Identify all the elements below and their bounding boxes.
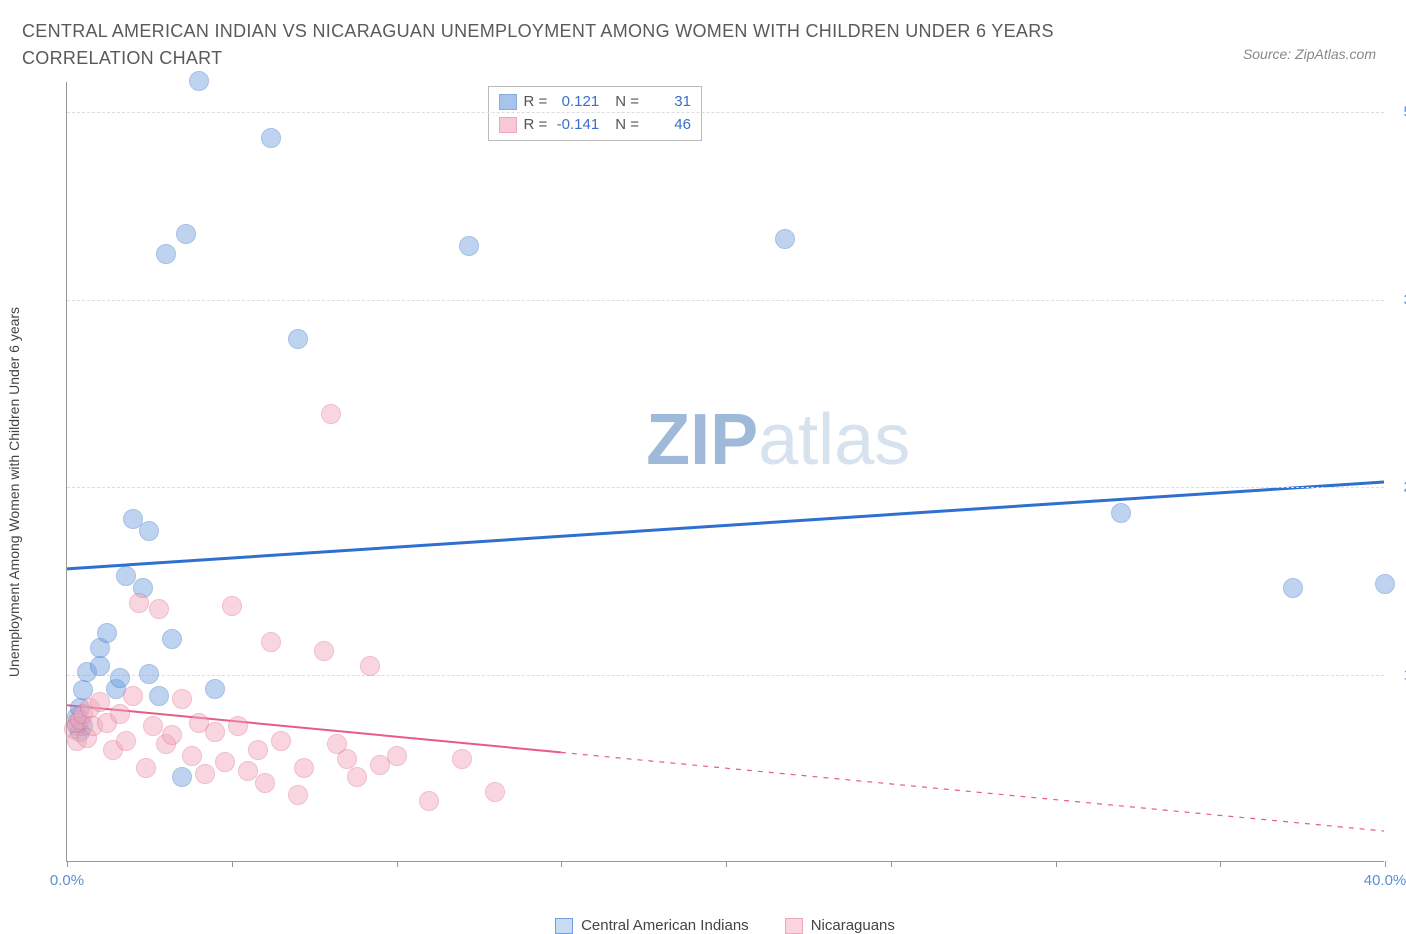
- data-point: [452, 749, 472, 769]
- data-point: [1283, 578, 1303, 598]
- data-point: [360, 656, 380, 676]
- x-tick-label: 0.0%: [50, 872, 84, 889]
- data-point: [90, 692, 110, 712]
- data-point: [321, 404, 341, 424]
- data-point: [419, 791, 439, 811]
- data-point: [775, 229, 795, 249]
- x-tick-label: 40.0%: [1364, 872, 1406, 889]
- data-point: [314, 641, 334, 661]
- x-tick: [397, 861, 398, 867]
- series-legend-item: Nicaraguans: [785, 917, 895, 934]
- data-point: [139, 521, 159, 541]
- legend-n-value: 31: [645, 91, 691, 114]
- gridline: [67, 675, 1384, 676]
- x-tick: [561, 861, 562, 867]
- gridline: [67, 487, 1384, 488]
- data-point: [139, 664, 159, 684]
- x-tick: [891, 861, 892, 867]
- series-legend-label: Nicaraguans: [811, 917, 895, 934]
- data-point: [149, 686, 169, 706]
- data-point: [90, 656, 110, 676]
- data-point: [143, 716, 163, 736]
- legend-swatch: [555, 918, 573, 934]
- data-point: [176, 224, 196, 244]
- data-point: [485, 782, 505, 802]
- data-point: [123, 686, 143, 706]
- source-attribution: Source: ZipAtlas.com: [1243, 46, 1376, 62]
- legend-r-label: R =: [523, 114, 547, 137]
- data-point: [182, 746, 202, 766]
- data-point: [97, 623, 117, 643]
- data-point: [205, 679, 225, 699]
- legend-swatch: [499, 117, 517, 133]
- data-point: [172, 767, 192, 787]
- data-point: [162, 725, 182, 745]
- data-point: [215, 752, 235, 772]
- x-tick: [726, 861, 727, 867]
- data-point: [337, 749, 357, 769]
- data-point: [149, 599, 169, 619]
- x-tick: [1220, 861, 1221, 867]
- data-point: [261, 128, 281, 148]
- series-legend-label: Central American Indians: [581, 917, 749, 934]
- data-point: [459, 236, 479, 256]
- gridline: [67, 300, 1384, 301]
- data-point: [248, 740, 268, 760]
- y-axis-label: Unemployment Among Women with Children U…: [6, 307, 22, 677]
- data-point: [172, 689, 192, 709]
- data-point: [288, 329, 308, 349]
- data-point: [195, 764, 215, 784]
- data-point: [294, 758, 314, 778]
- x-tick: [1056, 861, 1057, 867]
- chart-header: CENTRAL AMERICAN INDIAN VS NICARAGUAN UN…: [22, 18, 1384, 72]
- data-point: [347, 767, 367, 787]
- data-point: [228, 716, 248, 736]
- chart-container: Unemployment Among Women with Children U…: [22, 82, 1384, 902]
- data-point: [387, 746, 407, 766]
- legend-swatch: [785, 918, 803, 934]
- gridline: [67, 112, 1384, 113]
- data-point: [271, 731, 291, 751]
- stats-legend: R = 0.121 N = 31 R = -0.141 N = 46: [488, 86, 702, 141]
- watermark-light: atlas: [758, 400, 910, 480]
- plot-area: ZIPatlas R =0.121N =31R =-0.141N =46 12.…: [66, 82, 1384, 862]
- x-tick: [232, 861, 233, 867]
- data-point: [136, 758, 156, 778]
- chart-title: CENTRAL AMERICAN INDIAN VS NICARAGUAN UN…: [22, 18, 1122, 72]
- data-point: [110, 704, 130, 724]
- stats-legend-row: R = -0.141 N = 46: [499, 114, 691, 137]
- data-point: [261, 632, 281, 652]
- data-point: [189, 71, 209, 91]
- series-legend: Central American Indians Nicaraguans: [66, 917, 1384, 934]
- data-point: [162, 629, 182, 649]
- watermark-strong: ZIP: [646, 400, 758, 480]
- data-point: [156, 244, 176, 264]
- data-point: [1375, 574, 1395, 594]
- legend-r-label: R =: [523, 91, 547, 114]
- data-point: [255, 773, 275, 793]
- data-point: [222, 596, 242, 616]
- watermark: ZIPatlas: [646, 399, 910, 481]
- x-tick: [1385, 861, 1386, 867]
- data-point: [288, 785, 308, 805]
- x-tick: [67, 861, 68, 867]
- series-legend-item: Central American Indians: [555, 917, 749, 934]
- data-point: [116, 731, 136, 751]
- legend-n-label: N =: [615, 114, 639, 137]
- data-point: [205, 722, 225, 742]
- data-point: [129, 593, 149, 613]
- legend-swatch: [499, 94, 517, 110]
- data-point: [110, 668, 130, 688]
- legend-r-value: 0.121: [553, 91, 599, 114]
- data-point: [1111, 503, 1131, 523]
- legend-n-label: N =: [615, 91, 639, 114]
- stats-legend-row: R = 0.121 N = 31: [499, 91, 691, 114]
- legend-r-value: -0.141: [553, 114, 599, 137]
- legend-n-value: 46: [645, 114, 691, 137]
